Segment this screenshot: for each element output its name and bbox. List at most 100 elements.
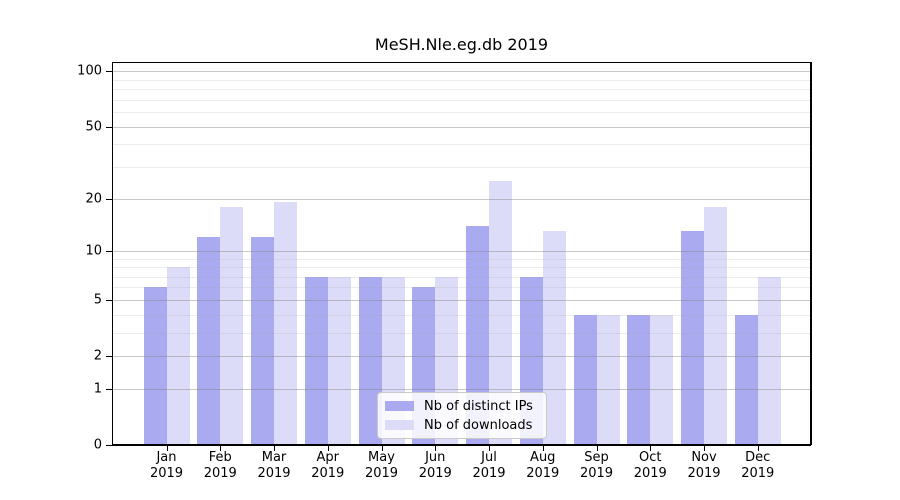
y-tick-label-20: 20 <box>85 191 102 207</box>
x-tick-aug <box>542 445 544 451</box>
x-tick-label-year: 2019 <box>257 466 291 481</box>
x-tick-oct <box>650 445 652 451</box>
bar-ips-nov <box>681 231 704 444</box>
y-tick-label-2: 2 <box>93 348 102 364</box>
x-tick-label-year: 2019 <box>364 466 399 481</box>
x-tick-label-nov: Nov 2019 <box>672 450 736 482</box>
x-tick-label-jan: Jan 2019 <box>135 450 199 482</box>
major-gridline-2 <box>113 356 810 358</box>
x-tick-sep <box>596 445 598 451</box>
x-axis-spine <box>112 444 811 446</box>
y-tick-100 <box>106 71 112 73</box>
bar-downloads-jul <box>489 181 512 444</box>
chart-title: MeSH.Nle.eg.db 2019 <box>374 35 549 54</box>
x-tick-mar <box>274 445 275 451</box>
bar-ips-dec <box>734 314 758 444</box>
legend-label-distinct-ips: Nb of distinct IPs <box>424 398 533 414</box>
x-tick-label-may: May 2019 <box>350 450 414 482</box>
x-tick-may <box>381 445 383 451</box>
bar-ips-feb <box>197 237 221 444</box>
bar-ips-oct <box>627 314 651 444</box>
x-tick-label-month: Jan <box>156 450 177 465</box>
bar-ips-mar <box>251 237 274 444</box>
x-tick-label-month: Mar <box>261 450 287 465</box>
x-tick-label-jul: Jul 2019 <box>457 450 521 482</box>
x-tick-label-month: Apr <box>316 450 340 465</box>
y-tick-label-50: 50 <box>85 119 102 135</box>
minor-gridline-40 <box>113 144 810 146</box>
bar-downloads-apr <box>327 276 351 444</box>
legend-label-downloads: Nb of downloads <box>424 417 533 433</box>
minor-gridline-90 <box>113 79 810 81</box>
y-tick-2 <box>106 356 112 358</box>
x-tick-label-month: May <box>368 450 395 465</box>
minor-gridline-4 <box>113 314 810 316</box>
grid-layer <box>112 62 811 445</box>
major-gridline-10 <box>113 250 810 252</box>
y-tick-0 <box>106 445 112 446</box>
bar-ips-jan <box>143 287 167 444</box>
x-tick-label-feb: Feb 2019 <box>188 450 252 482</box>
y-tick-label-10: 10 <box>85 243 102 259</box>
plot-frame-right <box>810 62 812 445</box>
y-tick-1 <box>106 388 112 390</box>
x-tick-jun <box>435 445 437 451</box>
x-tick-label-oct: Oct 2019 <box>618 450 682 482</box>
x-tick-label-month: Oct <box>639 450 662 465</box>
x-tick-jul <box>489 445 490 451</box>
x-tick-label-mar: Mar 2019 <box>242 450 306 482</box>
bar-downloads-feb <box>220 206 244 444</box>
bar-ips-apr <box>304 276 328 444</box>
y-tick-10 <box>106 250 112 252</box>
x-tick-label-jun: Jun 2019 <box>403 450 467 482</box>
y-tick-20 <box>106 198 112 200</box>
x-tick-label-month: Feb <box>208 450 232 465</box>
plot-frame-top <box>112 62 811 63</box>
bar-downloads-aug <box>542 231 566 444</box>
x-tick-label-month: Jul <box>481 450 497 465</box>
y-axis-spine <box>112 62 113 445</box>
minor-gridline-8 <box>113 267 810 269</box>
minor-gridline-60 <box>113 112 810 114</box>
major-gridline-1 <box>113 388 810 390</box>
legend-swatch-downloads <box>385 420 414 430</box>
x-tick-label-year: 2019 <box>687 466 721 481</box>
x-tick-label-month: Dec <box>745 450 771 465</box>
minor-gridline-9 <box>113 258 810 260</box>
minor-gridline-30 <box>113 167 810 168</box>
x-tick-label-month: Sep <box>584 450 609 465</box>
legend-entry-distinct-ips: Nb of distinct IPs <box>385 399 546 414</box>
y-tick-5 <box>106 299 112 301</box>
y-tick-label-1: 1 <box>93 381 102 397</box>
bar-ips-may <box>358 276 382 444</box>
x-tick-label-month: Aug <box>530 450 556 465</box>
x-tick-label-year: 2019 <box>526 466 560 481</box>
plot-area <box>112 62 812 446</box>
x-tick-jan <box>166 445 168 451</box>
major-gridline-20 <box>113 198 810 200</box>
y-tick-label-5: 5 <box>93 292 102 308</box>
minor-gridline-6 <box>113 287 810 289</box>
minor-gridline-70 <box>113 99 810 101</box>
legend-swatch-distinct-ips <box>385 401 414 411</box>
x-tick-label-year: 2019 <box>203 466 237 481</box>
bar-downloads-nov <box>704 206 727 444</box>
x-tick-label-year: 2019 <box>418 466 452 481</box>
major-gridline-100 <box>113 71 810 73</box>
major-gridline-50 <box>113 126 810 128</box>
x-tick-dec <box>757 445 759 451</box>
minor-gridline-3 <box>113 332 810 334</box>
x-tick-label-year: 2019 <box>311 466 345 481</box>
x-tick-label-year: 2019 <box>633 466 667 481</box>
x-tick-nov <box>704 445 705 451</box>
x-tick-label-year: 2019 <box>741 466 775 481</box>
minor-gridline-7 <box>113 276 810 278</box>
x-tick-label-month: Nov <box>691 450 717 465</box>
legend: Nb of distinct IPs Nb of downloads <box>377 392 547 439</box>
bar-ips-jul <box>466 225 489 444</box>
bar-downloads-jan <box>166 267 190 444</box>
x-tick-feb <box>220 445 222 451</box>
bar-downloads-oct <box>650 314 674 444</box>
x-tick-apr <box>327 445 329 451</box>
